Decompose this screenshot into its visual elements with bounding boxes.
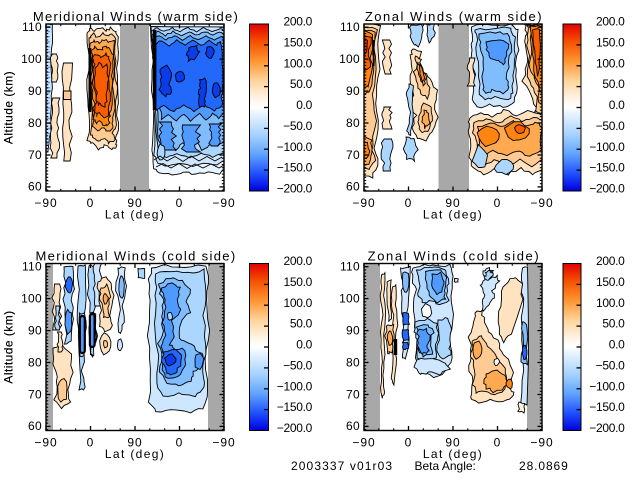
svg-text:−50.0: −50.0 — [283, 119, 312, 133]
svg-text:−200.0: −200.0 — [277, 182, 313, 196]
svg-text:Lat (deg): Lat (deg) — [105, 208, 165, 222]
svg-text:−150.0: −150.0 — [589, 161, 625, 175]
svg-text:−90: −90 — [530, 196, 553, 210]
svg-text:110: 110 — [340, 20, 360, 34]
svg-text:50.0: 50.0 — [290, 77, 313, 91]
svg-text:110: 110 — [22, 260, 42, 274]
svg-text:0.0: 0.0 — [609, 98, 625, 112]
svg-text:80: 80 — [28, 355, 42, 369]
svg-text:150.0: 150.0 — [283, 36, 312, 50]
svg-text:50.0: 50.0 — [290, 317, 313, 331]
svg-text:110: 110 — [22, 20, 42, 34]
svg-text:Altitude (km): Altitude (km) — [2, 310, 16, 383]
svg-text:−50.0: −50.0 — [596, 119, 625, 133]
svg-text:110: 110 — [340, 260, 360, 274]
svg-text:Meridional Winds (warm side): Meridional Winds (warm side) — [33, 9, 239, 24]
svg-text:90: 90 — [127, 436, 142, 450]
svg-text:Beta Angle:: Beta Angle: — [415, 459, 476, 473]
svg-text:Altitude (km): Altitude (km) — [2, 310, 16, 383]
svg-text:−50.0: −50.0 — [596, 359, 625, 373]
svg-text:0: 0 — [494, 436, 502, 450]
svg-text:0.0: 0.0 — [296, 338, 312, 352]
svg-text:0: 0 — [405, 196, 413, 210]
svg-text:90: 90 — [127, 196, 142, 210]
svg-text:100.0: 100.0 — [596, 56, 625, 70]
svg-text:90: 90 — [28, 84, 42, 98]
svg-text:0: 0 — [494, 196, 502, 210]
svg-text:−90: −90 — [34, 436, 57, 450]
svg-text:0: 0 — [176, 436, 184, 450]
svg-text:−150.0: −150.0 — [589, 400, 625, 414]
svg-text:60: 60 — [346, 419, 360, 433]
svg-text:50.0: 50.0 — [602, 77, 625, 91]
svg-text:90: 90 — [28, 323, 42, 337]
svg-text:−100.0: −100.0 — [277, 140, 313, 154]
svg-text:−90: −90 — [34, 196, 57, 210]
svg-text:Altitude (km): Altitude (km) — [2, 71, 16, 144]
svg-text:0.0: 0.0 — [609, 338, 625, 352]
svg-text:Zonal Winds (warm side): Zonal Winds (warm side) — [365, 9, 543, 24]
svg-text:100: 100 — [339, 291, 360, 305]
svg-text:200.0: 200.0 — [283, 15, 312, 29]
svg-text:70: 70 — [28, 148, 42, 162]
svg-text:Meridional Winds (cold side): Meridional Winds (cold side) — [35, 248, 236, 263]
svg-text:100.0: 100.0 — [596, 296, 625, 310]
svg-text:80: 80 — [346, 116, 360, 130]
svg-text:60: 60 — [346, 180, 360, 194]
svg-text:2003337 v01r03: 2003337 v01r03 — [291, 459, 393, 473]
svg-text:−150.0: −150.0 — [277, 400, 313, 414]
svg-text:100.0: 100.0 — [283, 56, 312, 70]
svg-text:100.0: 100.0 — [283, 296, 312, 310]
svg-text:90: 90 — [346, 84, 360, 98]
svg-text:−100.0: −100.0 — [589, 379, 625, 393]
svg-text:−90: −90 — [352, 436, 375, 450]
svg-text:28.0869: 28.0869 — [519, 459, 569, 473]
svg-text:100: 100 — [21, 291, 42, 305]
svg-text:50.0: 50.0 — [602, 317, 625, 331]
svg-text:0: 0 — [176, 196, 184, 210]
svg-text:Altitude (km): Altitude (km) — [2, 71, 16, 144]
svg-text:200.0: 200.0 — [283, 254, 312, 268]
svg-text:Lat (deg): Lat (deg) — [423, 447, 483, 461]
svg-text:−90: −90 — [212, 196, 235, 210]
svg-text:−90: −90 — [212, 436, 235, 450]
svg-text:−50.0: −50.0 — [283, 359, 312, 373]
svg-text:0.0: 0.0 — [296, 98, 312, 112]
svg-text:150.0: 150.0 — [596, 36, 625, 50]
svg-text:100: 100 — [21, 52, 42, 66]
svg-text:70: 70 — [346, 387, 360, 401]
svg-text:−200.0: −200.0 — [589, 421, 625, 435]
svg-text:70: 70 — [346, 148, 360, 162]
svg-text:Lat (deg): Lat (deg) — [105, 447, 165, 461]
svg-text:90: 90 — [445, 196, 460, 210]
svg-text:−200.0: −200.0 — [277, 421, 313, 435]
svg-text:200.0: 200.0 — [596, 254, 625, 268]
svg-text:150.0: 150.0 — [596, 275, 625, 289]
svg-text:90: 90 — [346, 323, 360, 337]
svg-text:Zonal Winds (cold side): Zonal Winds (cold side) — [368, 248, 541, 263]
svg-text:−90: −90 — [530, 436, 553, 450]
svg-text:0: 0 — [87, 196, 95, 210]
svg-text:70: 70 — [28, 387, 42, 401]
svg-text:−200.0: −200.0 — [589, 182, 625, 196]
svg-text:Lat (deg): Lat (deg) — [423, 208, 483, 222]
svg-text:−100.0: −100.0 — [277, 379, 313, 393]
svg-text:−90: −90 — [352, 196, 375, 210]
svg-text:90: 90 — [445, 436, 460, 450]
svg-text:−100.0: −100.0 — [589, 140, 625, 154]
svg-text:80: 80 — [346, 355, 360, 369]
svg-text:60: 60 — [28, 419, 42, 433]
svg-text:80: 80 — [28, 116, 42, 130]
svg-text:150.0: 150.0 — [283, 275, 312, 289]
svg-text:0: 0 — [87, 436, 95, 450]
svg-text:100: 100 — [339, 52, 360, 66]
svg-text:−150.0: −150.0 — [277, 161, 313, 175]
svg-text:60: 60 — [28, 180, 42, 194]
svg-text:200.0: 200.0 — [596, 15, 625, 29]
svg-text:0: 0 — [405, 436, 413, 450]
